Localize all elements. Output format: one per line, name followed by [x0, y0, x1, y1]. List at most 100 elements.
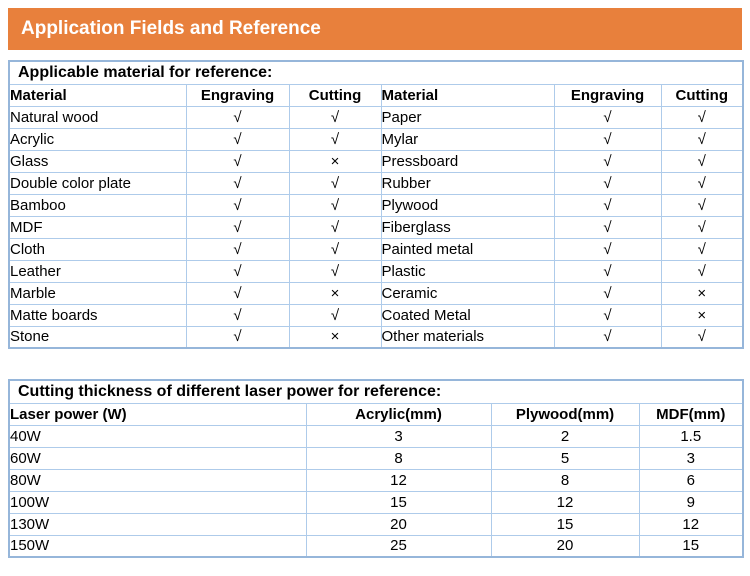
material-name-cell: Glass: [8, 149, 187, 173]
table-row: Marble √ × Ceramic √ ×: [8, 281, 744, 305]
value-cell: 5: [490, 446, 640, 470]
mark-cell: ×: [288, 149, 382, 173]
material-name-cell: Acrylic: [8, 127, 187, 151]
table-row: Natural wood √ √ Paper √ √: [8, 105, 744, 129]
thickness-table-title: Cutting thickness of different laser pow…: [8, 379, 744, 404]
mark-cell: √: [553, 259, 662, 283]
mark-cell: √: [660, 215, 744, 239]
thickness-col-header: Plywood(mm): [490, 402, 640, 426]
mark-cell: √: [660, 149, 744, 173]
materials-col-header: Engraving: [553, 83, 662, 107]
table-row: 130W 20 15 12: [8, 512, 744, 536]
material-name-cell: Double color plate: [8, 171, 187, 195]
mark-cell: √: [660, 237, 744, 261]
mark-cell: √: [288, 171, 382, 195]
value-cell: 6: [638, 468, 744, 492]
mark-cell: √: [553, 325, 662, 349]
mark-cell: ×: [660, 303, 744, 327]
table-row: Leather √ √ Plastic √ √: [8, 259, 744, 283]
value-cell: 25: [305, 534, 492, 558]
material-name-cell: Painted metal: [380, 237, 555, 261]
materials-table-title-row: Applicable material for reference:: [8, 60, 744, 85]
thickness-table-body: 40W 3 2 1.5 60W 8 5 3 80W 12 8 6 100W 15 12 9 130W 20 15 12…: [8, 424, 744, 558]
mark-cell: √: [185, 127, 290, 151]
mark-cell: √: [660, 325, 744, 349]
value-cell: 15: [490, 512, 640, 536]
material-name-cell: Stone: [8, 325, 187, 349]
mark-cell: √: [185, 259, 290, 283]
material-name-cell: Rubber: [380, 171, 555, 195]
materials-col-header: Material: [380, 83, 555, 107]
material-name-cell: Cloth: [8, 237, 187, 261]
material-name-cell: Plastic: [380, 259, 555, 283]
mark-cell: √: [660, 193, 744, 217]
mark-cell: √: [185, 215, 290, 239]
value-cell: 3: [638, 446, 744, 470]
mark-cell: √: [553, 303, 662, 327]
materials-table-body: Natural wood √ √ Paper √ √ Acrylic √ √ Mylar √ √ Gla…: [8, 105, 744, 349]
mark-cell: √: [185, 237, 290, 261]
mark-cell: √: [553, 149, 662, 173]
page-title-banner: Application Fields and Reference: [8, 8, 742, 50]
laser-power-cell: 40W: [8, 424, 307, 448]
material-name-cell: Coated Metal: [380, 303, 555, 327]
value-cell: 9: [638, 490, 744, 514]
material-name-cell: Fiberglass: [380, 215, 555, 239]
mark-cell: √: [553, 127, 662, 151]
laser-power-cell: 80W: [8, 468, 307, 492]
mark-cell: √: [288, 259, 382, 283]
materials-header-row: Material Engraving Cutting Material Engravin…: [8, 83, 744, 107]
value-cell: 8: [490, 468, 640, 492]
mark-cell: ×: [288, 281, 382, 305]
value-cell: 20: [305, 512, 492, 536]
mark-cell: √: [185, 171, 290, 195]
table-row: MDF √ √ Fiberglass √ √: [8, 215, 744, 239]
mark-cell: √: [185, 193, 290, 217]
laser-power-cell: 150W: [8, 534, 307, 558]
mark-cell: √: [553, 105, 662, 129]
material-name-cell: Pressboard: [380, 149, 555, 173]
materials-table: Applicable material for reference: Mater…: [8, 60, 745, 349]
value-cell: 2: [490, 424, 640, 448]
mark-cell: √: [553, 215, 662, 239]
materials-col-header: Cutting: [660, 83, 744, 107]
mark-cell: √: [553, 237, 662, 261]
material-name-cell: MDF: [8, 215, 187, 239]
value-cell: 3: [305, 424, 492, 448]
material-name-cell: Ceramic: [380, 281, 555, 305]
table-row: Bamboo √ √ Plywood √ √: [8, 193, 744, 217]
mark-cell: √: [553, 171, 662, 195]
mark-cell: √: [185, 149, 290, 173]
thickness-col-header: Acrylic(mm): [305, 402, 492, 426]
mark-cell: √: [660, 171, 744, 195]
table-row: Cloth √ √ Painted metal √ √: [8, 237, 744, 261]
mark-cell: √: [185, 281, 290, 305]
table-row: Stone √ × Other materials √ √: [8, 325, 744, 349]
laser-power-cell: 130W: [8, 512, 307, 536]
mark-cell: √: [553, 193, 662, 217]
laser-power-cell: 60W: [8, 446, 307, 470]
mark-cell: √: [185, 105, 290, 129]
value-cell: 12: [638, 512, 744, 536]
thickness-table: Cutting thickness of different laser pow…: [8, 379, 745, 558]
table-row: Acrylic √ √ Mylar √ √: [8, 127, 744, 151]
material-name-cell: Marble: [8, 281, 187, 305]
value-cell: 15: [638, 534, 744, 558]
table-row: 100W 15 12 9: [8, 490, 744, 514]
materials-col-header: Material: [8, 83, 187, 107]
mark-cell: √: [288, 237, 382, 261]
table-row: Glass √ × Pressboard √ √: [8, 149, 744, 173]
mark-cell: √: [660, 259, 744, 283]
mark-cell: √: [288, 105, 382, 129]
materials-col-header: Engraving: [185, 83, 290, 107]
mark-cell: √: [288, 193, 382, 217]
thickness-col-header: Laser power (W): [8, 402, 307, 426]
value-cell: 12: [305, 468, 492, 492]
material-name-cell: Natural wood: [8, 105, 187, 129]
table-row: 80W 12 8 6: [8, 468, 744, 492]
value-cell: 15: [305, 490, 492, 514]
material-name-cell: Other materials: [380, 325, 555, 349]
materials-col-header: Cutting: [288, 83, 382, 107]
mark-cell: ×: [288, 325, 382, 349]
material-name-cell: Mylar: [380, 127, 555, 151]
